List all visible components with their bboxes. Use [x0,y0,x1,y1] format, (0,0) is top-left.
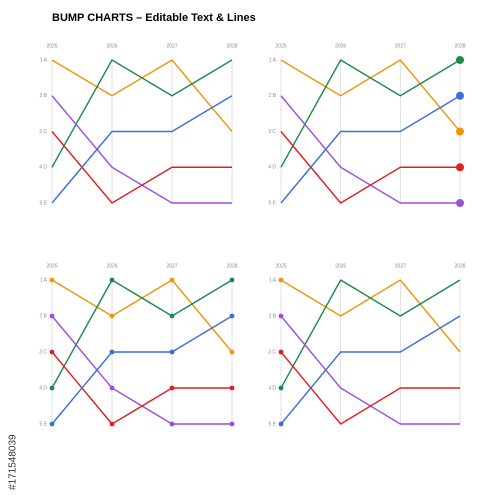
y-tick-label: 5 E [268,421,276,427]
x-tick-label: 2028 [454,43,465,49]
y-tick-label: 2 B [39,93,47,99]
x-tick-label: 2027 [166,43,177,49]
y-tick-label: 3 C [39,349,47,355]
y-tick-label: 1 A [269,277,277,283]
y-tick-label: 4 D [39,165,47,171]
bump-line [51,279,233,389]
marker [169,349,175,355]
y-tick-label: 2 B [39,313,47,319]
marker [49,349,55,355]
x-tick-label: 2027 [166,263,177,269]
y-tick-label: 1 A [40,57,48,63]
marker [229,277,235,283]
y-tick-label: 3 C [39,129,47,135]
stock-id: #171548039 [8,434,19,490]
marker [456,163,464,172]
marker [456,56,464,64]
bump-line [51,59,233,168]
marker [49,313,55,319]
y-tick-label: 4 D [268,165,276,171]
y-tick-label: 3 C [268,349,276,355]
marker [456,199,464,207]
x-tick-label: 2026 [106,43,117,49]
y-tick-label: 1 A [40,277,48,283]
y-tick-label: 1 A [269,57,277,63]
marker [49,421,55,427]
x-tick-label: 2026 [106,263,117,269]
bump-line [280,95,461,204]
x-tick-label: 2025 [46,263,57,269]
bump-line [280,315,461,425]
marker [229,349,235,355]
marker [109,277,115,283]
marker [169,277,175,283]
bump-line [280,279,461,389]
marker [229,421,235,427]
x-tick-label: 2028 [226,263,237,269]
marker [456,127,464,136]
marker [49,385,55,391]
marker [169,385,175,391]
y-tick-label: 4 D [268,385,276,391]
y-tick-label: 5 E [39,421,47,427]
x-tick-label: 2027 [395,43,406,49]
marker [278,313,284,319]
marker [278,349,284,355]
page-title: BUMP CHARTS – Editable Text & Lines [52,12,256,24]
x-tick-label: 2028 [226,43,237,49]
marker [456,91,464,100]
marker [109,313,115,319]
marker [109,385,115,391]
marker [169,421,175,427]
y-tick-label: 5 E [268,200,276,206]
x-tick-label: 2028 [454,263,465,269]
marker [278,385,284,391]
bump-line [51,95,233,204]
marker [49,277,55,283]
marker [169,313,175,319]
x-tick-label: 2025 [275,43,286,49]
y-tick-label: 2 B [268,93,276,99]
marker [109,349,115,355]
x-tick-label: 2026 [335,263,346,269]
marker [109,421,115,427]
x-tick-label: 2027 [395,263,406,269]
y-tick-label: 3 C [268,129,276,135]
marker [229,385,235,391]
marker [278,277,284,283]
bump-line [280,59,461,168]
x-tick-label: 2026 [335,43,346,49]
y-tick-label: 2 B [268,313,276,319]
marker [229,313,235,319]
marker [278,421,284,427]
x-tick-label: 2025 [275,263,286,269]
bump-line [51,315,233,425]
y-tick-label: 5 E [39,200,47,206]
y-tick-label: 4 D [39,385,47,391]
x-tick-label: 2025 [46,43,57,49]
